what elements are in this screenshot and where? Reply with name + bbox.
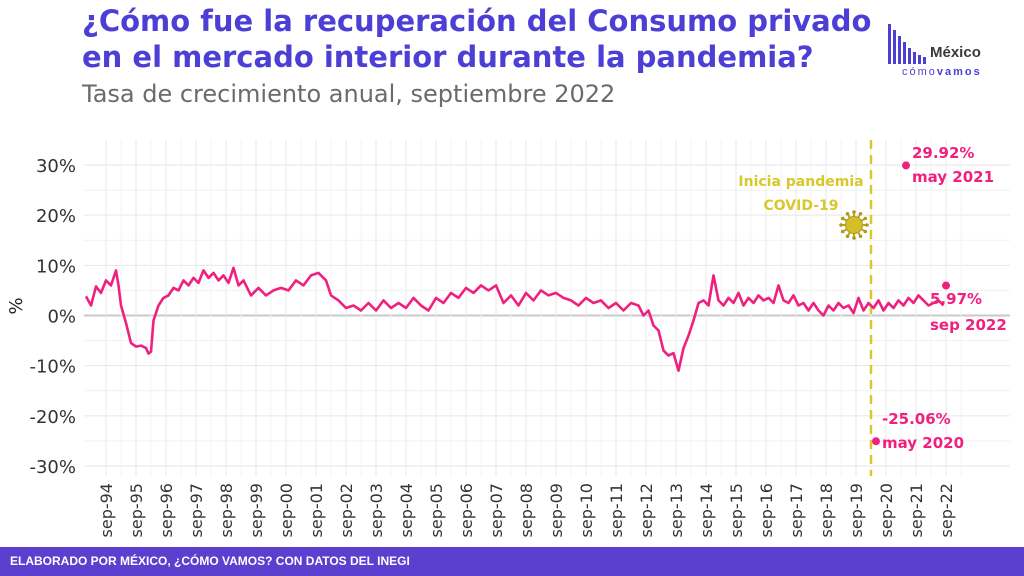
annotation-point <box>871 437 880 446</box>
y-tick-label: -30% <box>29 457 76 478</box>
virus-spike-tip <box>852 236 856 240</box>
x-tick-label: sep-01 <box>307 483 326 537</box>
logo-name: México <box>930 44 981 61</box>
x-tick-label: sep-96 <box>157 483 176 537</box>
virus-spike-tip <box>858 234 863 239</box>
annotation-date: may 2021 <box>912 168 994 186</box>
virus-spike-tip <box>845 234 850 239</box>
y-tick-label: -20% <box>29 407 76 428</box>
series-line <box>84 266 945 372</box>
annotation-value: 5.97% <box>930 290 982 308</box>
y-tick-label: 20% <box>36 206 76 227</box>
x-gridlines <box>105 140 962 476</box>
annotation-value: 29.92% <box>912 144 974 162</box>
annotation-point <box>941 281 950 290</box>
logo-bars-icon <box>888 24 926 64</box>
x-tick-label: sep-02 <box>337 483 356 537</box>
virus-spike-tip <box>863 216 868 221</box>
x-tick-label: sep-98 <box>217 483 236 537</box>
x-tick-label: sep-12 <box>637 483 656 537</box>
line-chart: -30%-20%-10%0%10%20%30% % sep-94 sep-95 se… <box>6 140 1010 537</box>
x-tick-label: sep-94 <box>97 483 116 537</box>
virus-spike-tip <box>845 211 850 216</box>
x-tick-label: sep-11 <box>607 483 626 537</box>
x-tick-label: sep-13 <box>667 483 686 537</box>
logo-tagline: cómovamos <box>902 66 982 78</box>
pandemic-label-line2: COVID-19 <box>763 198 838 214</box>
y-tick-label: 0% <box>47 307 76 328</box>
annotation-date: sep 2022 <box>930 316 1007 334</box>
x-tick-label: sep-99 <box>247 483 266 537</box>
x-tick-label: sep-19 <box>847 483 866 537</box>
x-tick-label: sep-20 <box>877 483 896 537</box>
mexico-como-vamos-logo: México cómovamos <box>888 22 1008 82</box>
virus-spike-tip <box>863 229 868 234</box>
x-axis: sep-94 sep-95 sep-96 sep-97 sep-98 sep-99 sep-… <box>97 483 956 537</box>
x-tick-label: sep-95 <box>127 483 146 537</box>
virus-spike-tip <box>839 223 843 227</box>
y-tick-label: 30% <box>36 156 76 177</box>
x-tick-label: sep-00 <box>277 483 296 537</box>
virus-icon <box>839 210 869 240</box>
pandemic-marker: Inicia pandemia COVID-19 <box>738 140 873 476</box>
x-tick-label: sep-14 <box>697 483 716 537</box>
y-tick-label: 10% <box>36 256 76 277</box>
y-tick-label: -10% <box>29 357 76 378</box>
footer-source-text: ELABORADO POR MÉXICO, ¿CÓMO VAMOS? CON D… <box>10 554 410 568</box>
x-tick-label: sep-03 <box>367 483 386 537</box>
y-axis: -30% -20% -10% 0% 10% 20% 30% <box>29 156 76 478</box>
x-tick-label: sep-06 <box>457 483 476 537</box>
x-tick-label: sep-07 <box>487 483 506 537</box>
x-tick-label: sep-22 <box>937 483 956 537</box>
pandemic-label-line1: Inicia pandemia <box>738 174 863 190</box>
x-tick-label: sep-97 <box>187 483 206 537</box>
annotations: 29.92% may 2021 5.97% sep 2022 -25.06% may 20… <box>871 144 1007 452</box>
x-tick-label: sep-17 <box>787 483 806 537</box>
virus-body <box>844 216 863 234</box>
series-consumo-privado <box>84 266 945 372</box>
x-tick-label: sep-15 <box>727 483 746 537</box>
x-tick-label: sep-18 <box>817 483 836 537</box>
virus-spike-tip <box>865 223 869 227</box>
x-tick-label: sep-09 <box>547 483 566 537</box>
x-tick-label: sep-16 <box>757 483 776 537</box>
virus-spike-tip <box>852 210 856 214</box>
annotation-point <box>901 161 910 170</box>
chart-title-line-1: ¿Cómo fue la recuperación del Consumo pr… <box>82 4 872 38</box>
annotation-value: -25.06% <box>882 410 951 428</box>
x-tick-label: sep-08 <box>517 483 536 537</box>
chart-title-line-2: en el mercado interior durante la pandem… <box>82 40 814 74</box>
x-tick-label: sep-05 <box>427 483 446 537</box>
x-tick-label: sep-04 <box>397 483 416 537</box>
y-axis-label: % <box>6 297 27 314</box>
chart-subtitle: Tasa de crecimiento anual, septiembre 20… <box>82 80 616 108</box>
x-tick-label: sep-21 <box>907 483 926 537</box>
logo-tagline-a: cómo <box>902 66 937 78</box>
virus-spike-tip <box>858 211 863 216</box>
logo-tagline-b: vamos <box>936 66 982 78</box>
x-tick-label: sep-10 <box>577 483 596 537</box>
virus-spike-tip <box>840 216 845 221</box>
annotation-date: may 2020 <box>882 434 964 452</box>
virus-spike-tip <box>840 229 845 234</box>
footer-bar: ELABORADO POR MÉXICO, ¿CÓMO VAMOS? CON D… <box>0 547 1024 576</box>
